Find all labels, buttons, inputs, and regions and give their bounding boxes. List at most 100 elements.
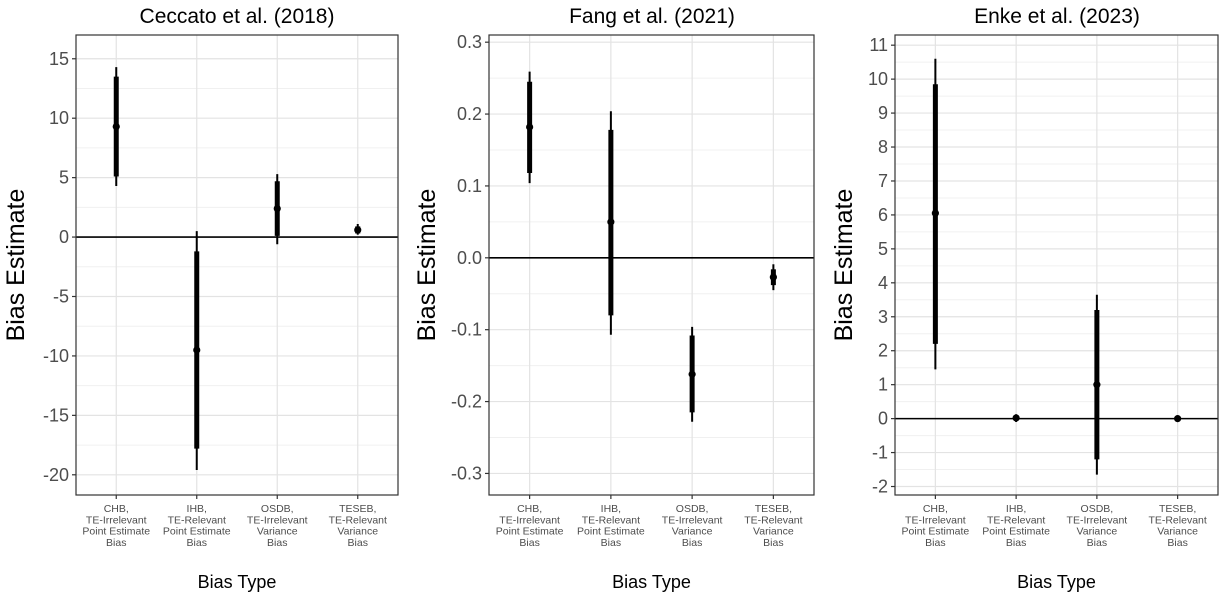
- y-tick-label: -20: [43, 465, 69, 485]
- panel-border: [488, 34, 815, 496]
- x-tick-label-line: TE-Relevant: [582, 514, 640, 526]
- x-tick-label-line: IHB,: [187, 503, 207, 515]
- y-tick-label: 5: [878, 239, 888, 259]
- x-tick-label-line: TE-Relevant: [744, 514, 802, 526]
- x-tick-label-line: Bias: [682, 537, 702, 549]
- y-axis-title: Bias Estimate: [830, 189, 858, 342]
- point-estimate-1: [526, 123, 534, 131]
- x-tick-label-3: OSDB, TE-Irrelevant Variance Bias: [662, 503, 723, 549]
- x-tick-label-line: TE-Relevant: [987, 514, 1045, 526]
- y-tick-label: 0.2: [457, 104, 482, 124]
- point-estimate-3: [688, 370, 696, 378]
- x-tick-label-line: Variance: [257, 526, 298, 538]
- y-axis-title: Bias Estimate: [413, 189, 441, 342]
- x-tick-label-line: TESEB,: [755, 503, 792, 515]
- y-tick-label: 1: [878, 375, 888, 395]
- y-tick-label: 2: [878, 341, 888, 361]
- x-tick-label-line: TE-Irrelevant: [86, 514, 147, 526]
- x-tick-label-line: Point Estimate: [163, 526, 231, 538]
- y-tick-label: -1: [872, 443, 888, 463]
- y-tick-label: 10: [49, 108, 69, 128]
- x-tick-label-line: TE-Relevant: [168, 514, 226, 526]
- x-tick-label-line: OSDB,: [261, 503, 294, 515]
- y-tick-label: 5: [59, 168, 69, 188]
- point-estimate-3: [273, 204, 281, 213]
- x-tick-label-line: TESEB,: [339, 503, 376, 515]
- x-tick-label-line: TE-Irrelevant: [662, 514, 723, 526]
- x-tick-label-2: IHB, TE-Relevant Point Estimate Bias: [982, 503, 1050, 549]
- x-tick-label-1: CHB, TE-Irrelevant Point Estimate Bias: [902, 503, 970, 549]
- y-tick-label: 3: [878, 307, 888, 327]
- point-estimate-3: [1093, 381, 1101, 389]
- x-tick-label-4: TESEB, TE-Relevant Variance Bias: [744, 503, 802, 549]
- panel-border: [75, 34, 399, 496]
- x-axis-title: Bias Type: [612, 572, 691, 592]
- y-tick-label: -15: [43, 405, 69, 425]
- panel-border: [894, 34, 1219, 496]
- x-tick-label-line: Point Estimate: [82, 526, 150, 538]
- y-tick-label: 0.1: [457, 176, 482, 196]
- y-tick-label: 6: [878, 205, 888, 225]
- x-tick-label-line: Bias: [1167, 537, 1187, 549]
- point-estimate-2: [193, 346, 201, 354]
- y-tick-label: 8: [878, 137, 888, 157]
- x-tick-label-line: Bias: [1006, 537, 1026, 549]
- x-tick-label-3: OSDB, TE-Irrelevant Variance Bias: [1067, 503, 1128, 549]
- y-tick-label: 7: [878, 171, 888, 191]
- y-tick-label: 0: [59, 227, 69, 247]
- x-tick-label-line: OSDB,: [676, 503, 709, 515]
- panel-title: Enke et al. (2023): [974, 5, 1140, 28]
- y-axis-title: Bias Estimate: [2, 189, 30, 342]
- x-tick-label-line: Bias: [187, 537, 207, 549]
- x-axis-title: Bias Type: [198, 572, 277, 592]
- x-tick-label-line: Point Estimate: [577, 526, 645, 538]
- y-tick-label: 10: [868, 69, 888, 89]
- x-tick-label-line: TE-Irrelevant: [247, 514, 308, 526]
- x-tick-label-line: TE-Relevant: [1148, 514, 1206, 526]
- x-tick-label-4: TESEB, TE-Relevant Variance Bias: [1148, 503, 1206, 549]
- x-tick-label-line: Bias: [519, 537, 539, 549]
- x-tick-label-line: TE-Irrelevant: [499, 514, 560, 526]
- x-tick-label-line: CHB,: [923, 503, 948, 515]
- x-tick-label-line: TE-Irrelevant: [1067, 514, 1128, 526]
- x-tick-label-line: CHB,: [104, 503, 129, 515]
- y-tick-label: 15: [49, 49, 69, 69]
- x-tick-label-3: OSDB, TE-Irrelevant Variance Bias: [247, 503, 308, 549]
- y-tick-label: -0.1: [451, 320, 482, 340]
- x-tick-label-line: TE-Relevant: [329, 514, 387, 526]
- y-tick-label: 4: [878, 273, 888, 293]
- x-tick-label-line: Point Estimate: [902, 526, 970, 538]
- x-tick-label-line: Point Estimate: [496, 526, 564, 538]
- point-estimate-2: [607, 218, 615, 226]
- x-tick-label-line: OSDB,: [1081, 503, 1114, 515]
- x-tick-label-2: IHB, TE-Relevant Point Estimate Bias: [577, 503, 645, 549]
- x-tick-label-1: CHB, TE-Irrelevant Point Estimate Bias: [496, 503, 564, 549]
- y-tick-label: -0.2: [451, 392, 482, 412]
- point-estimate-4: [354, 226, 362, 234]
- x-tick-label-2: IHB, TE-Relevant Point Estimate Bias: [163, 503, 231, 549]
- y-tick-label: 0.3: [457, 32, 482, 52]
- y-tick-label: 0.0: [457, 248, 482, 268]
- y-tick-label: 0: [878, 409, 888, 429]
- y-tick-label: -0.3: [451, 463, 482, 483]
- y-tick-label: -5: [53, 286, 69, 306]
- x-tick-label-line: Variance: [1077, 526, 1118, 538]
- x-tick-label-line: Bias: [1087, 537, 1107, 549]
- x-tick-label-line: IHB,: [1006, 503, 1026, 515]
- x-tick-label-line: Variance: [672, 526, 713, 538]
- point-estimate-4: [769, 273, 777, 281]
- x-tick-label-line: Bias: [601, 537, 621, 549]
- x-tick-label-line: Bias: [106, 537, 126, 549]
- x-tick-label-4: TESEB, TE-Relevant Variance Bias: [329, 503, 387, 549]
- y-tick-label: 9: [878, 103, 888, 123]
- x-tick-label-line: CHB,: [517, 503, 542, 515]
- x-tick-label-line: Bias: [348, 537, 368, 549]
- x-tick-label-line: Bias: [267, 537, 287, 549]
- y-tick-label: -10: [43, 346, 69, 366]
- x-tick-label-line: TESEB,: [1159, 503, 1196, 515]
- x-tick-label-line: TE-Irrelevant: [905, 514, 966, 526]
- point-estimate-4: [1174, 415, 1182, 423]
